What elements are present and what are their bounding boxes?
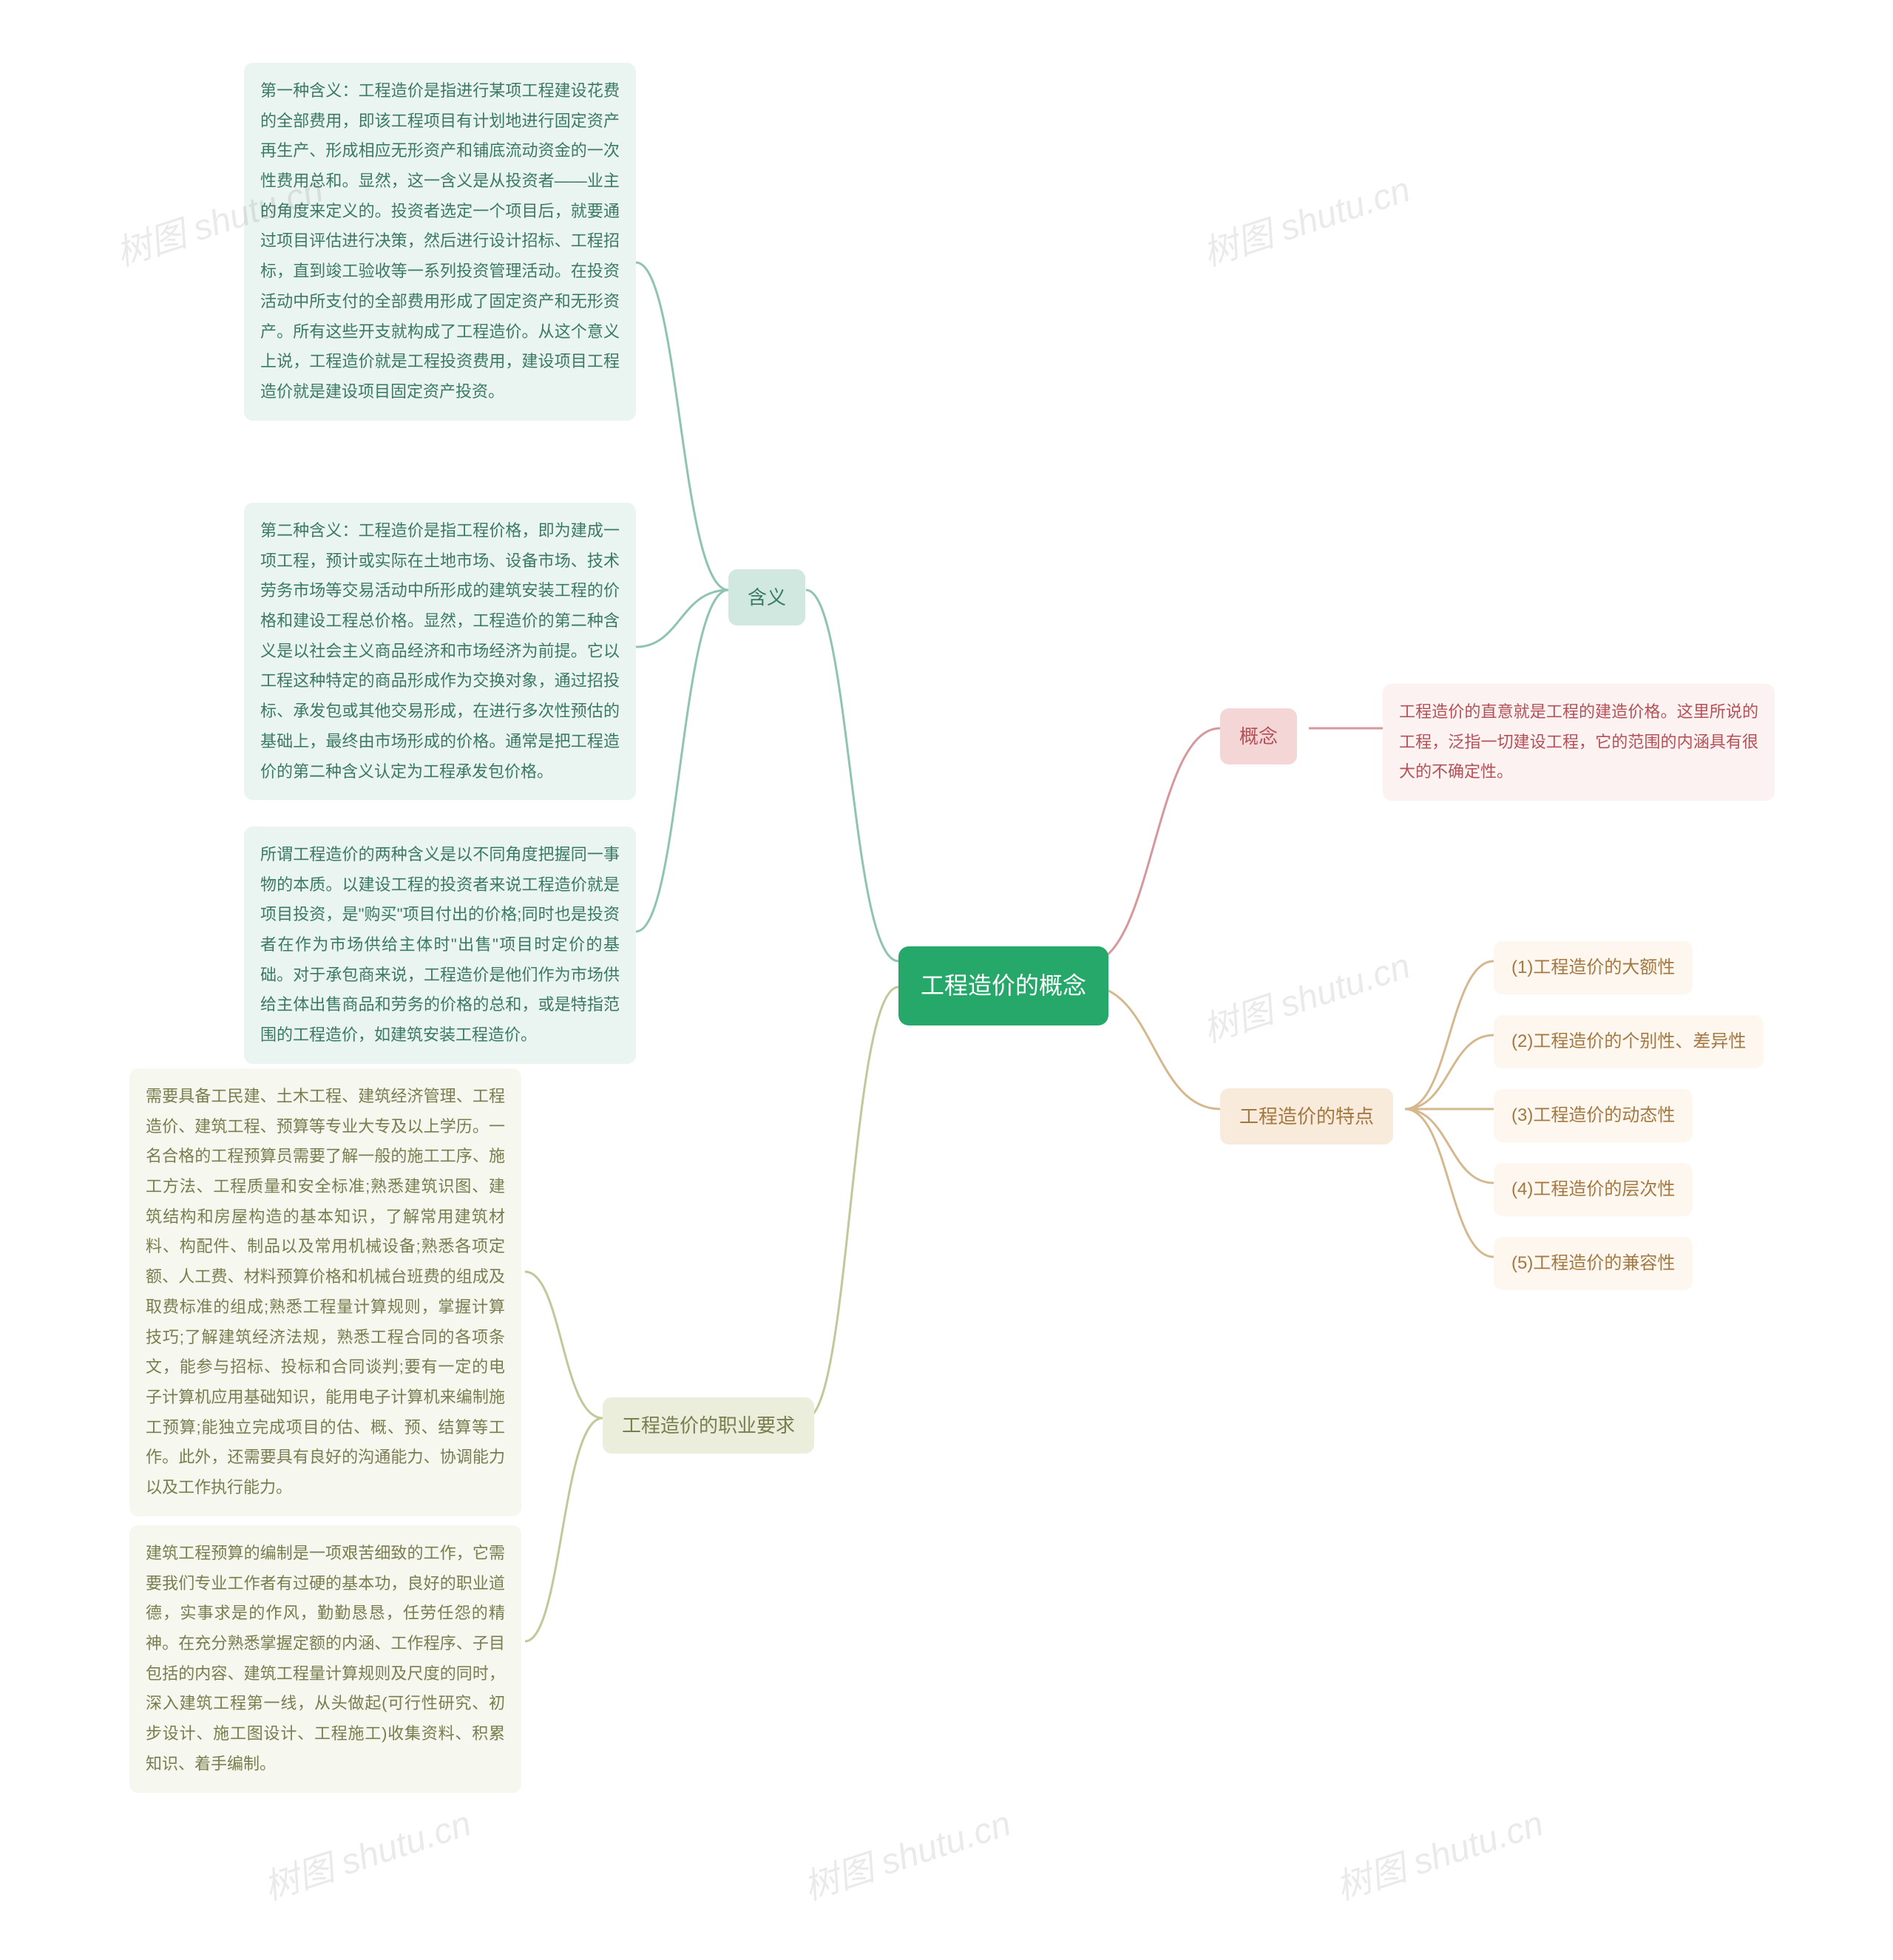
branch-hanyi[interactable]: 含义	[728, 569, 805, 625]
leaf-tedian-1: (1)工程造价的大额性	[1494, 941, 1693, 994]
root-node[interactable]: 工程造价的概念	[898, 946, 1108, 1025]
branch-hanyi-label: 含义	[748, 586, 786, 608]
branch-zhiye-label: 工程造价的职业要求	[622, 1414, 795, 1437]
leaf-zhiye-2: 建筑工程预算的编制是一项艰苦细致的工作，它需要我们专业工作者有过硬的基本功，良好…	[129, 1525, 521, 1793]
leaf-tedian-2: (2)工程造价的个别性、差异性	[1494, 1015, 1764, 1068]
root-label: 工程造价的概念	[921, 972, 1086, 999]
leaf-tedian-3-text: (3)工程造价的动态性	[1511, 1105, 1675, 1125]
leaf-hanyi-2-text: 第二种含义：工程造价是指工程价格，即为建成一项工程，预计或实际在土地市场、设备市…	[260, 521, 620, 781]
watermark: 树图 shutu.cn	[1328, 1794, 1548, 1910]
leaf-tedian-1-text: (1)工程造价的大额性	[1511, 957, 1675, 977]
leaf-zhiye-1-text: 需要具备工民建、土木工程、建筑经济管理、工程造价、建筑工程、预算等专业大专及以上…	[146, 1087, 505, 1496]
watermark: 树图 shutu.cn	[1195, 160, 1415, 276]
leaf-gainian-1: 工程造价的直意就是工程的建造价格。这里所说的工程，泛指一切建设工程，它的范围的内…	[1383, 684, 1775, 801]
leaf-hanyi-1: 第一种含义：工程造价是指进行某项工程建设花费的全部费用，即该工程项目有计划地进行…	[244, 63, 636, 421]
leaf-hanyi-3: 所谓工程造价的两种含义是以不同角度把握同一事物的本质。以建设工程的投资者来说工程…	[244, 827, 636, 1064]
leaf-tedian-4: (4)工程造价的层次性	[1494, 1163, 1693, 1216]
leaf-hanyi-3-text: 所谓工程造价的两种含义是以不同角度把握同一事物的本质。以建设工程的投资者来说工程…	[260, 845, 620, 1044]
leaf-gainian-1-text: 工程造价的直意就是工程的建造价格。这里所说的工程，泛指一切建设工程，它的范围的内…	[1399, 702, 1758, 781]
watermark: 树图 shutu.cn	[1195, 937, 1415, 1052]
leaf-tedian-4-text: (4)工程造价的层次性	[1511, 1179, 1675, 1199]
leaf-tedian-2-text: (2)工程造价的个别性、差异性	[1511, 1031, 1746, 1051]
leaf-zhiye-2-text: 建筑工程预算的编制是一项艰苦细致的工作，它需要我们专业工作者有过硬的基本功，良好…	[146, 1544, 505, 1773]
branch-zhiye[interactable]: 工程造价的职业要求	[603, 1397, 814, 1454]
leaf-tedian-5-text: (5)工程造价的兼容性	[1511, 1253, 1675, 1273]
leaf-zhiye-1: 需要具备工民建、土木工程、建筑经济管理、工程造价、建筑工程、预算等专业大专及以上…	[129, 1068, 521, 1516]
branch-tedian[interactable]: 工程造价的特点	[1220, 1088, 1393, 1145]
branch-gainian[interactable]: 概念	[1220, 708, 1297, 764]
watermark: 树图 shutu.cn	[256, 1794, 476, 1910]
watermark: 树图 shutu.cn	[796, 1794, 1016, 1910]
branch-tedian-label: 工程造价的特点	[1239, 1105, 1374, 1127]
branch-gainian-label: 概念	[1239, 725, 1278, 747]
leaf-tedian-3: (3)工程造价的动态性	[1494, 1089, 1693, 1142]
leaf-hanyi-1-text: 第一种含义：工程造价是指进行某项工程建设花费的全部费用，即该工程项目有计划地进行…	[260, 81, 620, 401]
leaf-tedian-5: (5)工程造价的兼容性	[1494, 1237, 1693, 1290]
leaf-hanyi-2: 第二种含义：工程造价是指工程价格，即为建成一项工程，预计或实际在土地市场、设备市…	[244, 503, 636, 800]
